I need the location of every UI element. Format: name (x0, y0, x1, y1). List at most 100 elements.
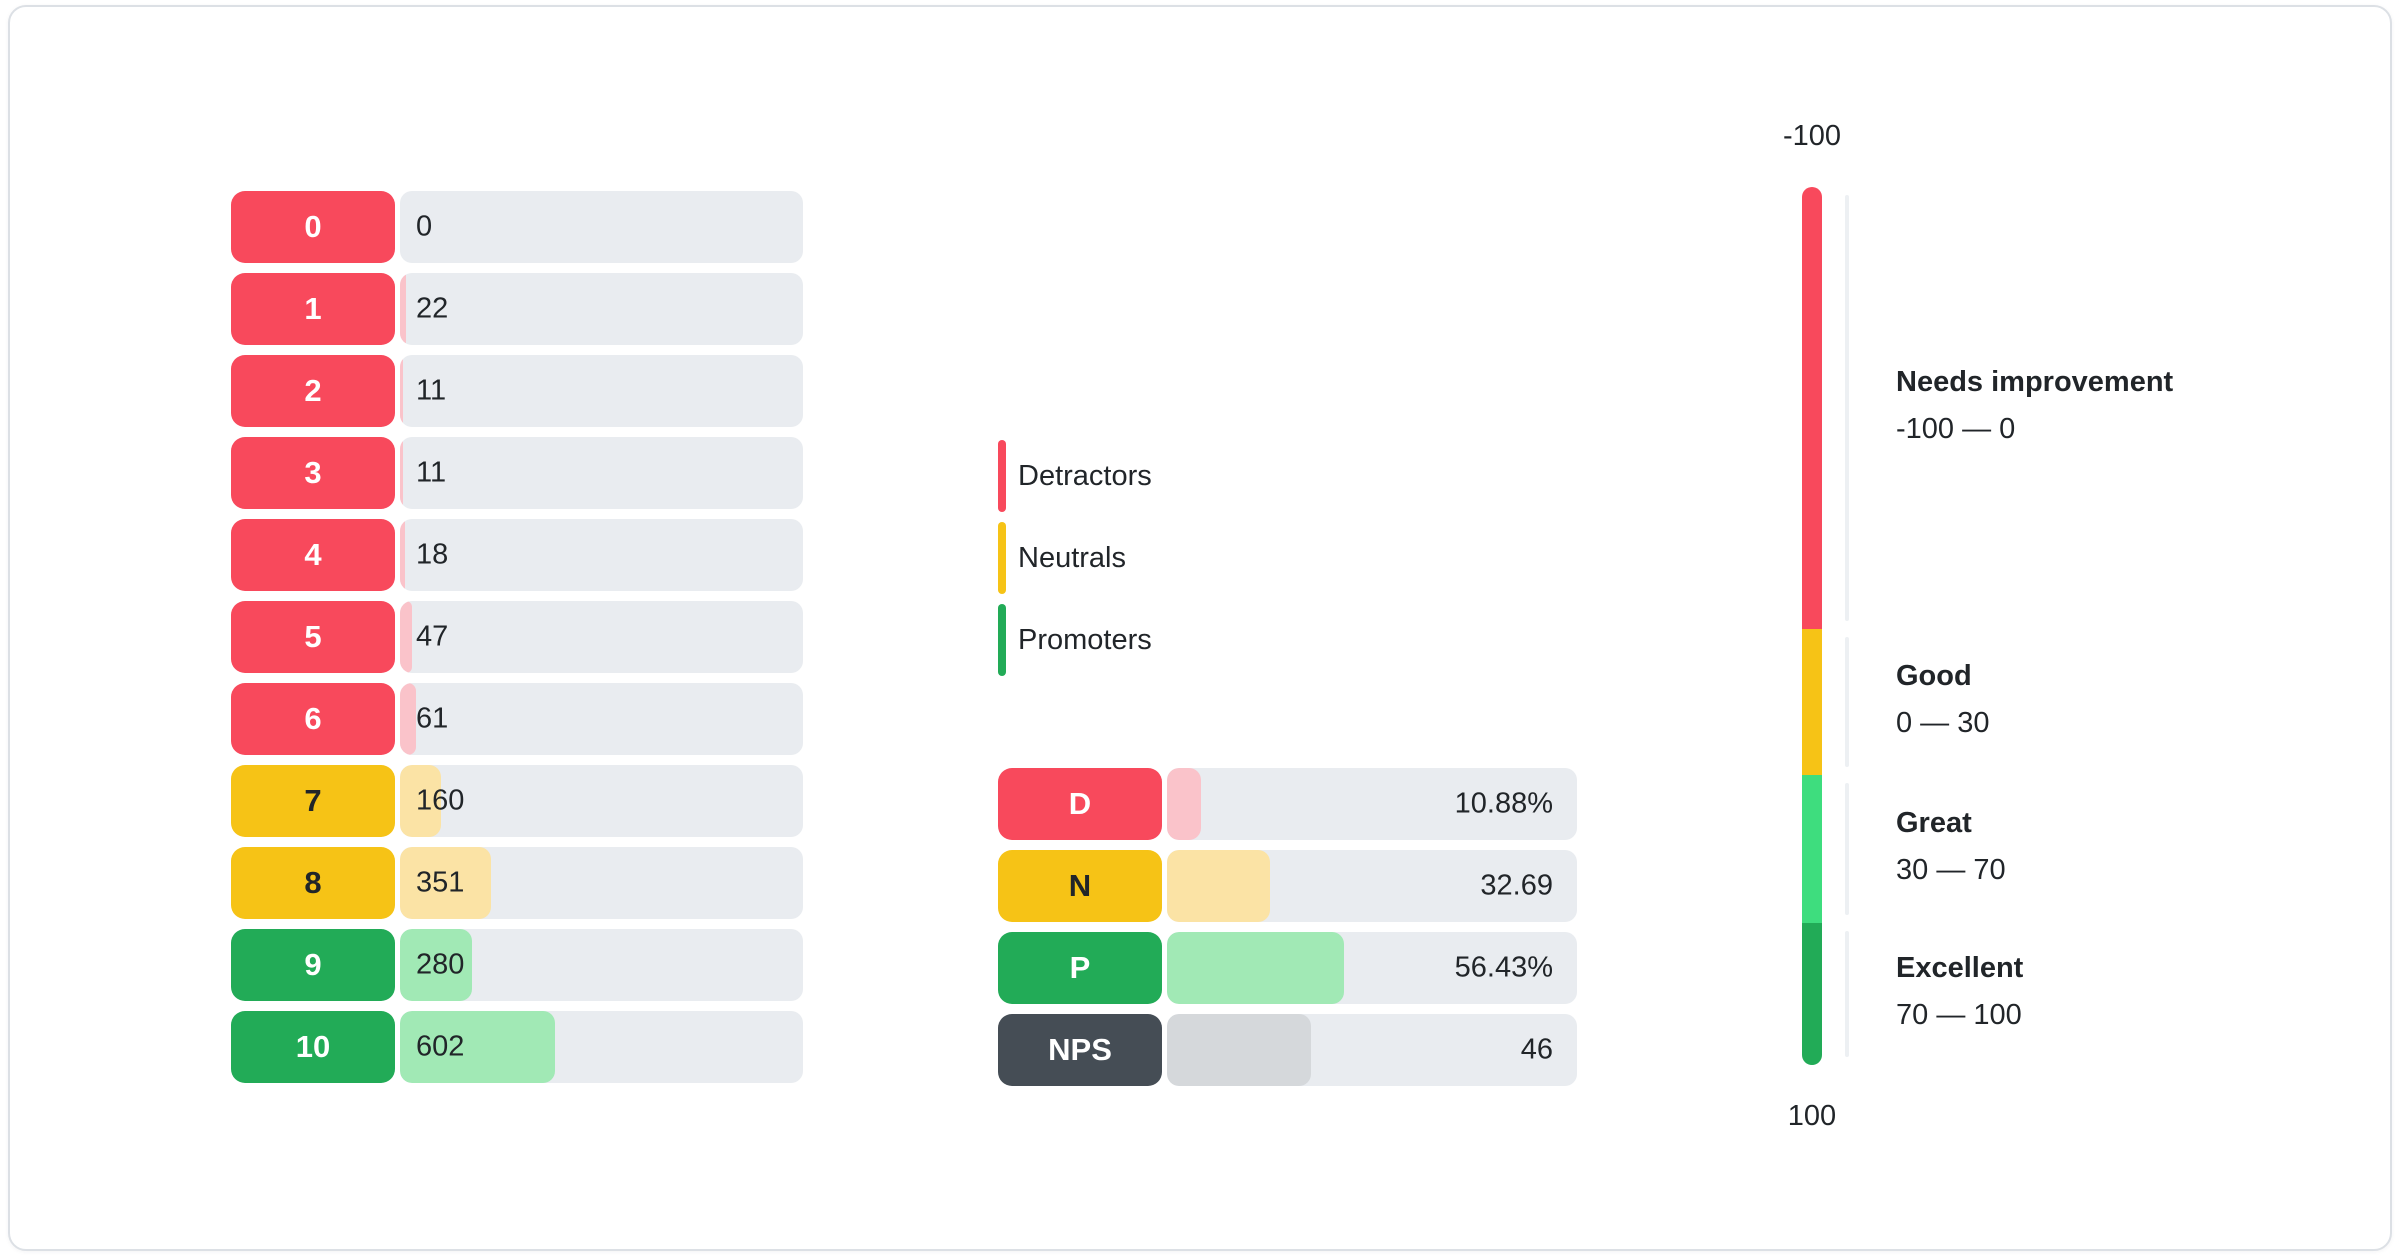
summary-track: 46 (1167, 1014, 1577, 1086)
score-chip-9: 9 (231, 929, 395, 1001)
gauge-bar (1802, 187, 1822, 1065)
score-row-3[interactable]: 3 11 (231, 437, 803, 509)
score-track: 160 (400, 765, 803, 837)
score-chip-5: 5 (231, 601, 395, 673)
zone-title: Needs improvement (1896, 365, 2174, 398)
zone-range: -100 — 0 (1896, 412, 2016, 445)
score-value: 280 (416, 948, 465, 981)
gauge-zone-segment-good (1802, 628, 1822, 775)
score-row-5[interactable]: 5 47 (231, 601, 803, 673)
score-bar-fill (400, 847, 491, 919)
gauge-axis-line (1845, 195, 1849, 621)
score-chip-2: 2 (231, 355, 395, 427)
score-row-1[interactable]: 1 22 (231, 273, 803, 345)
score-value: 602 (416, 1030, 465, 1063)
summary-row-nps[interactable]: NPS 46 (998, 1014, 1577, 1086)
zone-range: 70 — 100 (1896, 999, 2022, 1031)
gauge-axis-min-label: -100 (1782, 120, 1842, 152)
summary-bar-fill (1167, 1014, 1312, 1086)
gauge-zone-label-needs-improvement: Needs improvement -100 — 0 (1896, 363, 2376, 448)
summary-chip-n: N (998, 850, 1162, 922)
gauge-zone-segment-great (1802, 774, 1822, 923)
score-bar-fill (400, 683, 416, 755)
legend-swatch-promoter (998, 604, 1006, 676)
score-chip-4: 4 (231, 519, 395, 591)
score-row-8[interactable]: 8 351 (231, 847, 803, 919)
legend-item-promoters[interactable]: Promoters (998, 604, 1152, 676)
score-track: 11 (400, 355, 803, 427)
score-value: 61 (416, 702, 449, 735)
legend-item-neutrals[interactable]: Neutrals (998, 522, 1152, 594)
zone-range: 30 — 70 (1896, 854, 2006, 886)
summary-row-d[interactable]: D 10.88% (998, 768, 1577, 840)
legend-swatch-detractor (998, 440, 1006, 512)
score-value: 11 (416, 456, 447, 489)
legend-label: Detractors (1018, 459, 1152, 492)
score-bar-fill (400, 273, 406, 345)
summary-row-n[interactable]: N 32.69 (998, 850, 1577, 922)
score-chip-3: 3 (231, 437, 395, 509)
gauge-axis-line (1845, 931, 1849, 1057)
score-track: 22 (400, 273, 803, 345)
summary-chip-d: D (998, 768, 1162, 840)
score-track: 18 (400, 519, 803, 591)
score-row-2[interactable]: 2 11 (231, 355, 803, 427)
summary-bar-fill (1167, 850, 1270, 922)
score-row-6[interactable]: 6 61 (231, 683, 803, 755)
summary-bar-fill (1167, 768, 1202, 840)
summary-track: 32.69 (1167, 850, 1577, 922)
legend-label: Promoters (1018, 623, 1152, 656)
score-chip-0: 0 (231, 191, 395, 263)
score-chip-10: 10 (231, 1011, 395, 1083)
score-track: 602 (400, 1011, 803, 1083)
legend-item-detractors[interactable]: Detractors (998, 440, 1152, 512)
score-track: 61 (400, 683, 803, 755)
score-bar-fill (400, 1011, 556, 1083)
score-value: 47 (416, 620, 449, 653)
summary-bar-fill (1167, 932, 1345, 1004)
score-row-10[interactable]: 10 602 (231, 1011, 803, 1083)
score-track: 351 (400, 847, 803, 919)
zone-title: Excellent (1896, 952, 2024, 984)
gauge-axis-line (1845, 636, 1849, 767)
gauge-axis-line (1845, 782, 1849, 915)
gauge-zone-label-good: Good 0 — 30 (1896, 657, 2376, 742)
zone-range: 0 — 30 (1896, 706, 1990, 739)
gauge-zone-label-great: Great 30 — 70 (1896, 804, 2376, 889)
score-bar-fill (400, 519, 405, 591)
legend: Detractors Neutrals Promoters (998, 440, 1152, 676)
gauge-zone-label-excellent: Excellent 70 — 100 (1896, 949, 2376, 1034)
gauge-zone-segment-needs-improvement (1802, 187, 1822, 629)
summary-value: 10.88% (1454, 787, 1553, 820)
summary-value: 32.69 (1480, 869, 1553, 902)
score-bar-fill (400, 601, 413, 673)
score-row-4[interactable]: 4 18 (231, 519, 803, 591)
score-value: 22 (416, 292, 449, 325)
gauge-zone-segment-excellent (1802, 923, 1822, 1065)
legend-swatch-neutral (998, 522, 1006, 594)
score-value: 0 (416, 210, 433, 243)
legend-label: Neutrals (1018, 541, 1126, 574)
score-bar-fill (400, 765, 442, 837)
score-chip-8: 8 (231, 847, 395, 919)
summary-chip-p: P (998, 932, 1162, 1004)
summary-track: 56.43% (1167, 932, 1577, 1004)
score-bar-fill (400, 437, 403, 509)
score-chip-7: 7 (231, 765, 395, 837)
summary-row-p[interactable]: P 56.43% (998, 932, 1577, 1004)
score-track: 47 (400, 601, 803, 673)
score-track: 280 (400, 929, 803, 1001)
summary-value: 46 (1520, 1033, 1553, 1066)
score-row-7[interactable]: 7 160 (231, 765, 803, 837)
summary-track: 10.88% (1167, 768, 1577, 840)
score-value: 160 (416, 784, 465, 817)
score-distribution-chart: 0 0 1 22 2 11 3 11 4 18 5 47 6 61 7 160 8 351 9 280 10 602 (231, 191, 803, 1083)
nps-summary-chart: D 10.88% N 32.69 P 56.43% NPS 46 (998, 768, 1577, 1086)
score-row-9[interactable]: 9 280 (231, 929, 803, 1001)
score-value: 11 (416, 374, 447, 407)
score-bar-fill (400, 929, 473, 1001)
summary-value: 56.43% (1454, 951, 1553, 984)
summary-chip-nps: NPS (998, 1014, 1162, 1086)
